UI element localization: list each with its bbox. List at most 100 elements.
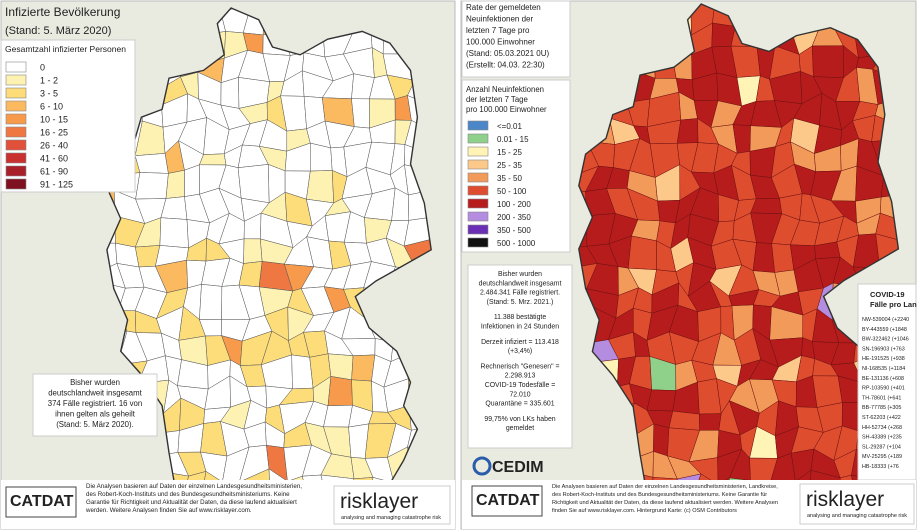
note-line: Bisher wurden xyxy=(70,378,120,387)
catdat-logo: CATDAT xyxy=(10,493,74,510)
risklayer-tagline: analysing and managing catastrophe risk xyxy=(807,513,907,519)
district xyxy=(668,410,700,431)
district xyxy=(327,376,353,407)
stats-line: Infektionen in 24 Stunden xyxy=(481,324,559,331)
cedim-ring xyxy=(472,456,492,476)
legend-label: 3 - 5 xyxy=(40,89,58,99)
stats-line: Bisher wurden xyxy=(498,271,542,278)
state-line: RP-103590 (+401 xyxy=(862,386,905,392)
legend-swatch xyxy=(467,120,489,131)
legend-swatch xyxy=(467,172,489,183)
legend-swatch xyxy=(5,165,27,177)
header-line: Neuinfektionen der xyxy=(466,15,533,24)
stats-box xyxy=(467,264,573,449)
stats-line: 11.388 bestätigte xyxy=(494,314,547,321)
legend-swatch xyxy=(467,211,489,222)
stats-line: Rechnerisch "Genesen" = xyxy=(480,363,559,370)
footer-line: finden Sie auf www.risklayer.com. Hinter… xyxy=(552,508,737,514)
legend-label: 0 xyxy=(40,63,45,73)
district xyxy=(653,423,670,457)
state-line: HB-18333 (+76 xyxy=(862,464,899,470)
stats-line: 99,75% von LKs haben xyxy=(484,416,555,423)
legend-label: 50 - 100 xyxy=(497,187,527,196)
legend-label: 15 - 25 xyxy=(497,148,522,157)
state-line: NI-168535 (+1184 xyxy=(862,366,905,372)
stats-line: gemeldet xyxy=(506,425,534,432)
states-title: COVID-19 xyxy=(870,290,905,299)
legend-swatch xyxy=(5,139,27,151)
footer-line: Garantie für Richtigkeit und Aktualität … xyxy=(86,499,297,506)
legend-swatch xyxy=(5,100,27,112)
district xyxy=(243,238,263,264)
legend-swatch xyxy=(467,185,489,196)
legend-label: 6 - 10 xyxy=(40,102,63,112)
district xyxy=(135,172,169,200)
header-line: Rate der gemeldeten xyxy=(466,3,541,12)
legend-label: 61 - 90 xyxy=(40,167,68,177)
legend-title: der letzten 7 Tage xyxy=(466,95,528,104)
legend-label: 25 - 35 xyxy=(497,161,522,170)
district xyxy=(199,284,223,320)
subtitle: (Stand: 5. März 2020) xyxy=(5,25,111,37)
district xyxy=(327,353,354,381)
stats-line: 2.298.913 xyxy=(505,373,536,380)
note-line: (Stand: 5. März 2020). xyxy=(56,420,134,429)
legend-label: 41 - 60 xyxy=(40,154,68,164)
state-line: BB-77785 (+305 xyxy=(862,405,901,411)
state-line: HH-52734 (+268 xyxy=(862,425,902,431)
state-line: ST-62203 (+422 xyxy=(862,415,901,421)
district xyxy=(220,77,240,109)
district xyxy=(676,118,699,144)
district xyxy=(812,375,843,408)
stats-line: deutschlandweit insgesamt xyxy=(479,280,562,287)
district xyxy=(323,404,353,428)
note-line: deutschlandweit insgesamt xyxy=(48,389,142,398)
district xyxy=(159,217,189,249)
state-line: TH-78601 (+641 xyxy=(862,395,901,401)
legend-swatch xyxy=(467,237,489,248)
legend-label: 10 - 15 xyxy=(40,115,68,125)
header-line: (Stand: 05.03.2021 0U) xyxy=(466,49,550,58)
legend-label: 16 - 25 xyxy=(40,128,68,138)
legend-swatch xyxy=(5,126,27,138)
legend-title: Gesamtzahl infizierter Personen xyxy=(5,44,126,54)
catdat-frame xyxy=(5,486,77,518)
footer-line: Richtigkeit und Aktualität der Daten, da… xyxy=(552,500,778,506)
states-title: Fälle pro Lan xyxy=(870,300,917,309)
district xyxy=(199,153,227,166)
state-line: BW-322462 (+1046 xyxy=(862,337,909,343)
legend-swatch xyxy=(5,87,27,99)
footer-line: Die Analysen basieren auf Daten der einz… xyxy=(552,484,778,490)
legend-label: 100 - 200 xyxy=(497,200,531,209)
district xyxy=(306,170,334,204)
district xyxy=(165,169,185,199)
district xyxy=(237,164,270,204)
district xyxy=(351,354,376,382)
state-line: SL-29287 (+104 xyxy=(862,444,901,450)
state-line: HE-191525 (+938 xyxy=(862,356,905,362)
stats-line: 72.010 xyxy=(509,391,530,398)
state-line: BE-131136 (+608 xyxy=(862,376,904,382)
footer-line: des Robert-Koch-Instituts und des Bundes… xyxy=(86,491,290,498)
district xyxy=(811,45,844,79)
district xyxy=(403,217,432,247)
legend-label: 500 - 1000 xyxy=(497,239,536,248)
title: Infizierte Bevölkerung xyxy=(5,5,120,19)
note-line: ihnen gelten als geheilt xyxy=(55,410,136,419)
legend-swatch xyxy=(467,133,489,144)
risklayer-logo: risklayer xyxy=(340,490,418,513)
state-line: SH-43389 (+235 xyxy=(862,435,902,441)
footer-line: Die Analysen basieren auf Daten der einz… xyxy=(86,483,302,490)
legend-label: 0.01 - 15 xyxy=(497,135,529,144)
legend-swatch xyxy=(5,178,27,190)
stats-line: 2.484.341 Fälle registriert. xyxy=(480,290,560,297)
district xyxy=(749,146,776,178)
catdat-logo: CATDAT xyxy=(476,492,540,509)
legend-swatch xyxy=(5,61,27,73)
header-line: 100.000 Einwohner xyxy=(466,38,535,47)
state-line: SN-196903 (+763 xyxy=(862,346,905,352)
risklayer-logo: risklayer xyxy=(806,488,884,511)
